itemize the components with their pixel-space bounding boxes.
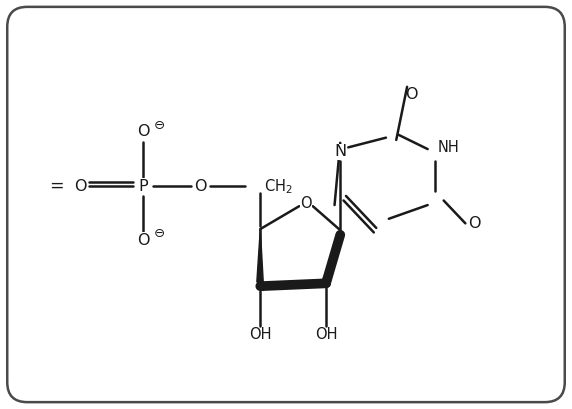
Text: OH: OH (315, 327, 337, 342)
Text: N: N (334, 144, 346, 160)
Text: ⊖: ⊖ (154, 119, 165, 132)
Text: ⊖: ⊖ (154, 227, 165, 240)
Text: O: O (74, 179, 86, 194)
Text: O: O (406, 88, 418, 102)
Text: O: O (300, 196, 312, 211)
FancyBboxPatch shape (7, 7, 565, 402)
Text: O: O (137, 124, 149, 139)
Text: O: O (194, 179, 206, 194)
Polygon shape (323, 235, 340, 286)
Text: P: P (138, 179, 148, 194)
Text: CH$_2$: CH$_2$ (264, 177, 293, 196)
Text: =: = (49, 177, 63, 195)
Polygon shape (257, 229, 264, 291)
Text: O: O (468, 216, 480, 231)
Text: NH: NH (438, 140, 459, 155)
Text: OH: OH (249, 327, 272, 342)
Text: O: O (137, 233, 149, 248)
